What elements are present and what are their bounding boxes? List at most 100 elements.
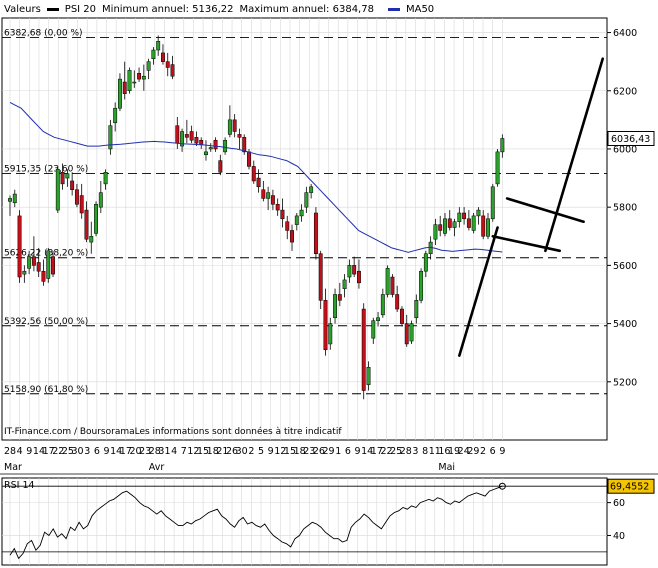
candle-down (79, 195, 84, 214)
candle-up (443, 218, 447, 234)
candle-up (299, 209, 304, 217)
candle-up (490, 186, 495, 220)
fibonacci-level-label: 5158,90 (61,80 %) (4, 385, 88, 395)
candle-down (60, 171, 65, 185)
rsi-last-badge (607, 478, 655, 494)
instrument-legend-swatch (46, 7, 59, 11)
candle-up (409, 323, 414, 342)
candle-up (476, 209, 481, 217)
x-tick-label: 6 (345, 446, 351, 457)
x-tick-label: 23 (303, 446, 315, 457)
x-month-label: Mar (4, 462, 22, 473)
candle-down (41, 270, 46, 282)
annual-min-label: Minimum annuel: 5136,22 (102, 3, 234, 15)
x-tick-label: 6 (490, 446, 496, 457)
fibonacci-level-label: 6382,68 (0,00 %) (4, 29, 83, 39)
values-label: Valeurs (4, 3, 41, 15)
candle-up (433, 224, 438, 240)
ma50-line (9, 101, 503, 253)
candle-up (304, 192, 309, 208)
candle-down (194, 137, 199, 144)
candle-down (213, 139, 218, 150)
x-tick-label: 18 (207, 446, 219, 457)
candle-down (261, 189, 266, 199)
candle-down (438, 224, 443, 231)
candle-up (223, 139, 228, 153)
candle-up (486, 218, 490, 237)
candle-down (275, 204, 280, 211)
rsi-last-marker (498, 482, 506, 490)
candle-up (141, 75, 146, 80)
candle-up (423, 253, 428, 272)
candle-down (395, 294, 400, 310)
candle-up (151, 49, 156, 59)
candle-up (65, 173, 70, 179)
candle-up (8, 198, 12, 202)
candle-down (481, 215, 486, 237)
candle-down (36, 262, 41, 272)
candle-down (323, 300, 328, 351)
trend-line (491, 234, 562, 253)
candle-up (27, 256, 32, 269)
candle-down (70, 180, 75, 190)
x-tick-label: 21 (216, 446, 228, 457)
x-tick-label: 31 (158, 446, 170, 457)
candle-up (495, 151, 500, 185)
candle-down (51, 256, 55, 275)
candle-down (122, 81, 127, 94)
candle-down (256, 177, 261, 188)
x-tick-label: 23 (139, 446, 151, 457)
header-bar: Valeurs PSI 20 Minimum annuel: 5136,22 M… (4, 2, 434, 16)
x-tick-label: 17 (371, 446, 383, 457)
rsi-plot-frame (1, 477, 608, 566)
candle-down (84, 209, 89, 240)
x-month-label: Avr (149, 462, 165, 473)
candle-up (180, 131, 185, 147)
x-tick-label: 20 (129, 446, 141, 457)
price-plot-frame (1, 17, 608, 441)
candle-down (313, 212, 318, 254)
y-tick-label: 6000 (613, 144, 637, 155)
x-tick-label: 12 (187, 446, 199, 457)
candle-up (419, 270, 424, 301)
x-tick-label: 11 (429, 446, 441, 457)
x-tick-label: 28 (149, 446, 161, 457)
fibonacci-level-label: 5626,22 (38,20 %) (4, 249, 88, 259)
x-tick-label: 14 (33, 446, 45, 457)
candle-up (89, 236, 94, 243)
candle-down (74, 189, 79, 205)
candle-down (170, 64, 175, 77)
x-tick-label: 29 (323, 446, 335, 457)
ma-legend-swatch (387, 7, 400, 11)
candle-up (46, 250, 51, 279)
candle-down (447, 218, 452, 228)
trend-line (505, 197, 585, 224)
candle-down (189, 131, 194, 141)
candle-down (404, 323, 409, 345)
candle-down (356, 270, 361, 284)
header-background (0, 0, 658, 16)
candle-up (146, 61, 151, 71)
candle-down (270, 195, 275, 205)
candle-up (98, 192, 103, 208)
y-tick-label: 5800 (613, 203, 637, 214)
candle-up (309, 186, 314, 193)
x-tick-label: 22 (52, 446, 64, 457)
candle-down (285, 221, 290, 231)
x-tick-label: 3 (412, 446, 418, 457)
candle-up (385, 268, 390, 295)
x-tick-label: 24 (458, 446, 470, 457)
x-tick-label: 2 (480, 446, 486, 457)
trend-line (458, 226, 499, 357)
trend-line (544, 57, 605, 253)
x-tick-label: 15 (284, 446, 296, 457)
x-tick-label: 9 (499, 446, 505, 457)
candle-down (290, 230, 294, 243)
candle-up (414, 300, 419, 319)
x-tick-label: 28 (4, 446, 16, 457)
candle-down (390, 276, 395, 295)
candle-up (266, 192, 271, 199)
x-tick-label: 29 (467, 446, 479, 457)
